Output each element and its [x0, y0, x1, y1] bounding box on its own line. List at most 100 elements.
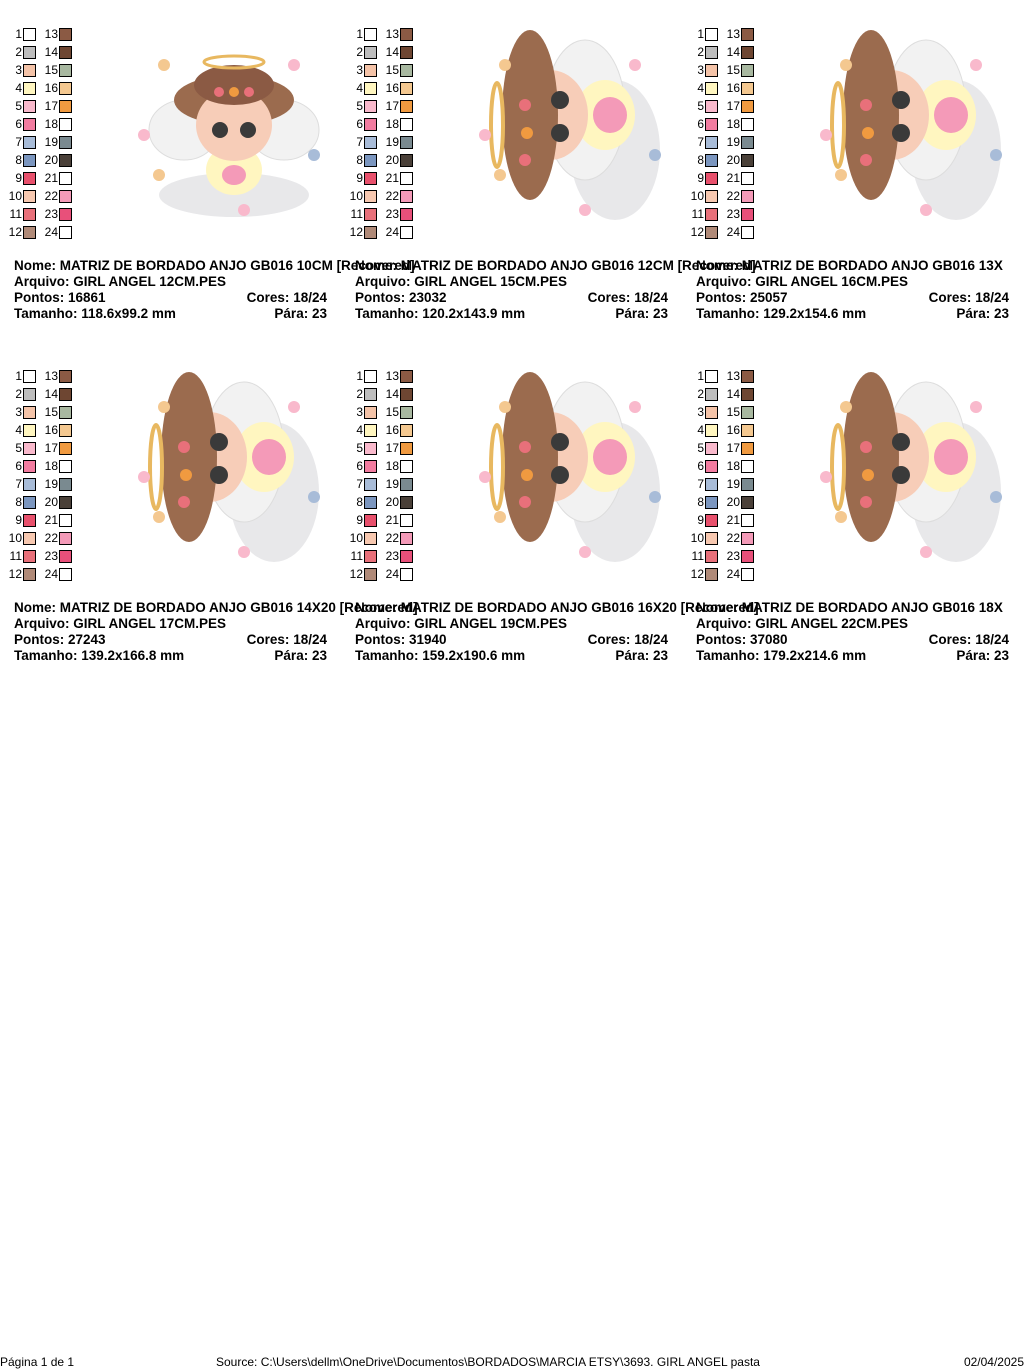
swatch-box [23, 82, 36, 95]
size-line: Tamanho: 159.2x190.6 mm [355, 648, 525, 664]
swatch-box [59, 568, 72, 581]
swatch-number: 10 [349, 531, 363, 545]
swatch-number: 14 [44, 387, 58, 401]
swatch-number: 12 [349, 567, 363, 581]
swatch-box [705, 64, 718, 77]
swatch-number: 17 [726, 99, 740, 113]
colors-line-part: Cores: [587, 290, 631, 305]
name-line-part: MATRIZ DE BORDADO ANJO GB016 14X20 [Reco… [59, 600, 418, 615]
swatch-box [400, 550, 413, 563]
swatch-box [705, 100, 718, 113]
stops-line-part: Pára: [274, 648, 309, 663]
swatch-number: 14 [726, 45, 740, 59]
stops-line-part: Pára: [615, 306, 650, 321]
swatch-box [59, 208, 72, 221]
design-preview [138, 372, 320, 562]
swatch-number: 24 [385, 225, 399, 239]
swatch-number: 20 [44, 495, 58, 509]
name-line-part: MATRIZ DE BORDADO ANJO GB016 16X20 [Reco… [400, 600, 759, 615]
swatch-number: 17 [44, 99, 58, 113]
swatch-number: 24 [726, 225, 740, 239]
swatch-box [364, 46, 377, 59]
design-preview [820, 372, 1002, 562]
swatch-number: 2 [356, 45, 363, 59]
swatch-number: 10 [690, 531, 704, 545]
swatch-number: 10 [8, 189, 22, 203]
swatch-box [705, 406, 718, 419]
swatch-box [400, 100, 413, 113]
file-line-part: Arquivo: [14, 616, 70, 631]
swatch-number: 6 [356, 459, 363, 473]
swatch-number: 10 [690, 189, 704, 203]
swatch-box [364, 478, 377, 491]
stitches-line-part: 31940 [409, 632, 447, 647]
swatch-number: 9 [15, 513, 22, 527]
swatch-number: 20 [726, 495, 740, 509]
swatch-number: 15 [385, 405, 399, 419]
file-line-part: Arquivo: [696, 274, 752, 289]
stitches-line: Pontos: 31940 [355, 632, 447, 648]
swatch-box [400, 46, 413, 59]
swatch-number: 9 [697, 513, 704, 527]
swatch-box [705, 478, 718, 491]
stitches-line: Pontos: 27243 [14, 632, 106, 648]
size-line-part: 129.2x154.6 mm [763, 306, 867, 321]
name-line: Nome: MATRIZ DE BORDADO ANJO GB016 16X20… [355, 600, 759, 616]
name-line-part: MATRIZ DE BORDADO ANJO GB016 13X [741, 258, 1003, 273]
size-line-part: Tamanho: [696, 306, 760, 321]
colors-line-part: Cores: [246, 632, 290, 647]
colors-line-part: 18/24 [293, 290, 327, 305]
swatch-box [705, 46, 718, 59]
swatch-box [741, 388, 754, 401]
swatch-box [364, 136, 377, 149]
swatch-box [23, 100, 36, 113]
swatch-box [23, 370, 36, 383]
swatch-number: 1 [697, 27, 704, 41]
file-line: Arquivo: GIRL ANGEL 16CM.PES [696, 274, 908, 290]
swatch-number: 3 [356, 63, 363, 77]
swatch-number: 13 [385, 369, 399, 383]
swatch-box [23, 406, 36, 419]
swatch-box [59, 100, 72, 113]
swatch-number: 13 [44, 369, 58, 383]
swatch-box [705, 118, 718, 131]
swatch-box [23, 550, 36, 563]
stitches-line: Pontos: 16861 [14, 290, 106, 306]
swatch-box [400, 370, 413, 383]
swatch-number: 9 [697, 171, 704, 185]
swatch-number: 4 [15, 423, 22, 437]
stitches-line-part: 23032 [409, 290, 447, 305]
stops-line: Pára: 23 [956, 648, 1009, 664]
size-line: Tamanho: 118.6x99.2 mm [14, 306, 176, 322]
swatch-number: 19 [44, 135, 58, 149]
name-line-part: Nome: [14, 258, 57, 273]
swatch-number: 6 [356, 117, 363, 131]
colors-line-part: Cores: [928, 632, 972, 647]
swatch-number: 15 [385, 63, 399, 77]
swatch-number: 5 [697, 441, 704, 455]
swatch-box [705, 568, 718, 581]
swatch-box [400, 460, 413, 473]
swatch-number: 7 [15, 135, 22, 149]
swatch-box [400, 514, 413, 527]
design-preview [820, 30, 1002, 220]
swatch-box [364, 226, 377, 239]
stitches-line: Pontos: 37080 [696, 632, 788, 648]
swatch-number: 15 [44, 63, 58, 77]
swatch-box [400, 64, 413, 77]
swatch-box [23, 118, 36, 131]
file-line: Arquivo: GIRL ANGEL 19CM.PES [355, 616, 567, 632]
swatch-box [364, 442, 377, 455]
swatch-box [741, 514, 754, 527]
swatch-box [364, 550, 377, 563]
swatch-box [23, 154, 36, 167]
swatch-box [59, 46, 72, 59]
swatch-number: 23 [44, 549, 58, 563]
swatch-box [59, 136, 72, 149]
file-line-part: GIRL ANGEL 12CM.PES [73, 274, 227, 289]
swatch-number: 17 [385, 99, 399, 113]
colors-line-part: 18/24 [634, 290, 668, 305]
swatch-box [400, 154, 413, 167]
swatch-box [23, 514, 36, 527]
swatch-box [400, 532, 413, 545]
